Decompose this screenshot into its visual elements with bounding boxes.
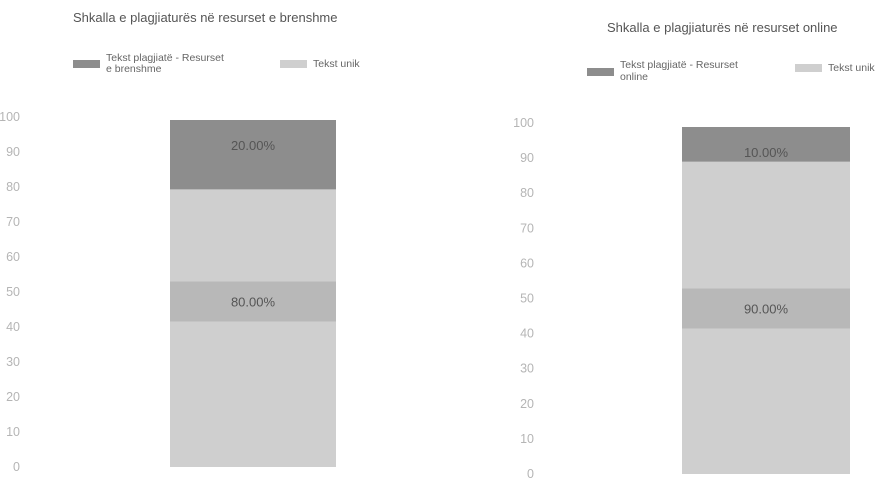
- legend-swatch-unique: [280, 60, 307, 68]
- y-axis: 0 10 20 30 40 50 60 70 80 90 100: [513, 116, 534, 479]
- chart-online-resources: Shkalla e plagjiaturës në resurset onlin…: [513, 20, 875, 479]
- data-label-unique: 80.00%: [231, 295, 276, 310]
- y-tick-label: 50: [520, 292, 534, 306]
- bar-segment-plagiarized: [170, 120, 336, 189]
- stacked-bar: 10.00% 90.00%: [682, 127, 850, 474]
- y-tick-label: 10: [520, 432, 534, 446]
- y-tick-label: 70: [520, 221, 534, 235]
- y-tick-label: 60: [6, 250, 20, 264]
- chart-title: Shkalla e plagjiaturës në resurset onlin…: [607, 20, 838, 35]
- legend-label-plagiarized: Tekst plagjiatë - Resurset online: [620, 59, 741, 83]
- chart-internal-resources: Shkalla e plagjiaturës në resurset e bre…: [0, 10, 360, 474]
- legend-label-plagiarized: Tekst plagjiatë - Resurset e brenshme: [106, 52, 227, 75]
- y-tick-label: 20: [6, 390, 20, 404]
- y-tick-label: 20: [520, 397, 534, 411]
- legend-label-unique: Tekst unik: [313, 58, 360, 70]
- y-tick-label: 90: [6, 145, 20, 159]
- y-tick-label: 10: [6, 425, 20, 439]
- bar-segment-unique: [170, 189, 336, 467]
- y-tick-label: 80: [6, 180, 20, 194]
- y-tick-label: 100: [0, 110, 20, 124]
- y-tick-label: 30: [6, 355, 20, 369]
- data-label-plagiarized: 10.00%: [744, 145, 789, 160]
- y-axis: 0 10 20 30 40 50 60 70 80 90 100: [0, 110, 20, 474]
- legend: Tekst plagjiatë - Resurset online Tekst …: [587, 59, 875, 83]
- y-tick-label: 0: [527, 467, 534, 479]
- data-label-plagiarized: 20.00%: [231, 138, 276, 153]
- legend-swatch-plagiarized: [587, 68, 614, 76]
- y-tick-label: 40: [520, 327, 534, 341]
- y-tick-label: 80: [520, 186, 534, 200]
- y-tick-label: 30: [520, 362, 534, 376]
- stacked-bar: 20.00% 80.00%: [170, 120, 336, 467]
- data-label-unique: 90.00%: [744, 302, 789, 317]
- y-tick-label: 100: [513, 116, 534, 130]
- legend: Tekst plagjiatë - Resurset e brenshme Te…: [73, 52, 360, 75]
- chart-title: Shkalla e plagjiaturës në resurset e bre…: [73, 10, 337, 25]
- legend-swatch-plagiarized: [73, 60, 100, 68]
- y-tick-label: 40: [6, 320, 20, 334]
- y-tick-label: 90: [520, 151, 534, 165]
- legend-swatch-unique: [795, 64, 822, 72]
- y-tick-label: 70: [6, 215, 20, 229]
- y-tick-label: 0: [13, 460, 20, 474]
- y-tick-label: 50: [6, 285, 20, 299]
- y-tick-label: 60: [520, 256, 534, 270]
- legend-label-unique: Tekst unik: [828, 62, 875, 74]
